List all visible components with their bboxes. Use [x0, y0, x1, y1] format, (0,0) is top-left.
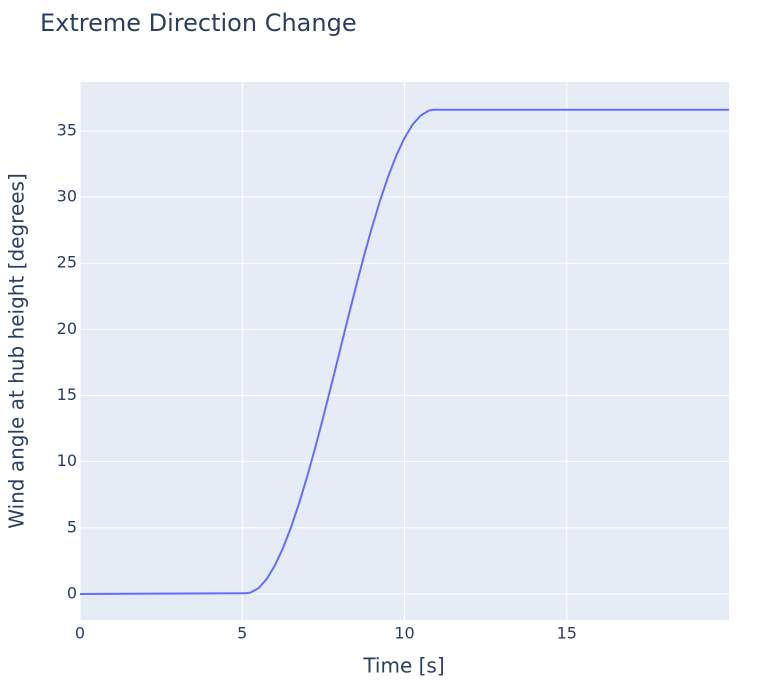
y-tick-label: 30 [57, 187, 77, 206]
y-tick-label: 35 [57, 120, 77, 139]
x-tick-label: 0 [75, 624, 85, 643]
x-axis-label: Time [s] [362, 654, 444, 678]
x-tick-label: 15 [557, 624, 577, 643]
y-tick-label: 25 [57, 253, 77, 272]
x-tick-label: 5 [237, 624, 247, 643]
chart-title: Extreme Direction Change [40, 9, 357, 37]
y-tick-label: 20 [57, 319, 77, 338]
y-tick-label: 10 [57, 451, 77, 470]
x-tick-label: 10 [394, 624, 414, 643]
line [79, 108, 729, 595]
y-tick-label: 0 [67, 583, 77, 602]
y-axis-label: Wind angle at hub height [degrees] [5, 173, 29, 529]
y-tick-label: 15 [57, 385, 77, 404]
y-tick-label: 5 [67, 517, 77, 536]
